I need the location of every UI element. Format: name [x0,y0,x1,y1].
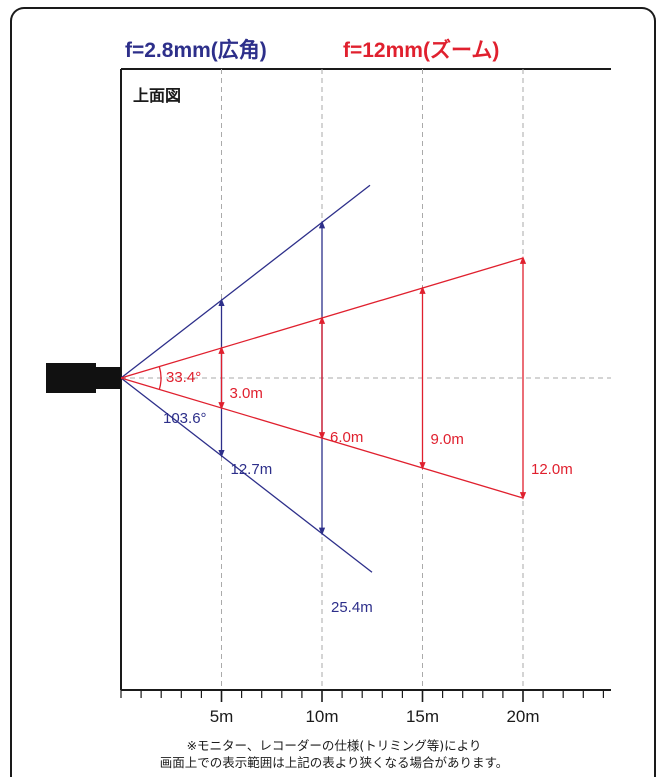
footnote-line-1: ※モニター、レコーダーの仕様(トリミング等)により [186,738,482,753]
wide-width-label: 25.4m [331,599,373,616]
plan-view-label: 上面図 [133,87,181,105]
zoom-width-label: 6.0m [330,429,363,446]
distance-tick-label: 10m [305,707,338,726]
zoom-angle-label: 33.4° [166,369,201,386]
wide-angle-label: 103.6° [163,410,207,427]
camera-icon [46,363,121,393]
zoom-width-label: 3.0m [230,385,263,402]
wide-width-label: 12.7m [231,461,273,478]
zoom-angle-arc [158,366,162,390]
wide-upper-boundary [120,184,371,379]
zoom-measurements: 3.0m 6.0m 9.0m 12.0m [218,256,573,500]
distance-tick-label: 20m [506,707,539,726]
zoom-width-label: 12.0m [531,461,573,478]
wide-angle-legend: f=2.8mm(広角) [125,38,267,62]
distance-axis: 5m 10m 15m 20m [120,689,611,726]
zoom-legend: f=12mm(ズーム) [343,38,499,62]
wide-lower-boundary [120,377,373,573]
wide-angle-field-lines [120,184,373,573]
diagram-frame [10,7,656,777]
footnote-line-2: 画面上での表示範囲は上記の表より狭くなる場合があります。 [159,755,509,770]
zoom-width-label: 9.0m [431,431,464,448]
distance-tick-label: 15m [406,707,439,726]
wide-angle-measurements: 12.7m 25.4m [218,220,373,616]
distance-tick-label: 5m [210,707,234,726]
